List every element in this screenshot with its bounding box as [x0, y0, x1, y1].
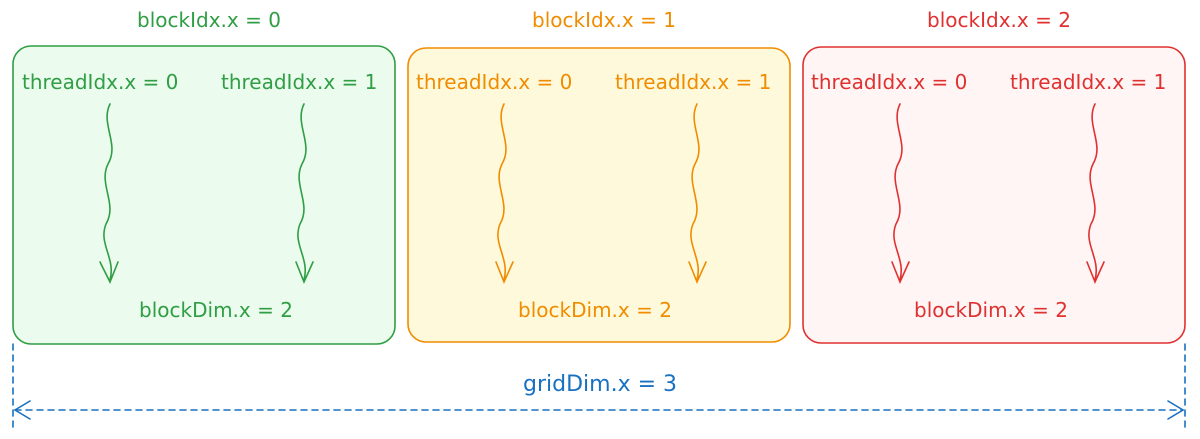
grid-dim-label: gridDim.x = 3: [523, 372, 677, 397]
block-0-title: blockIdx.x = 0: [137, 8, 281, 32]
block-2-thread-1-label: threadIdx.x = 1: [1010, 70, 1167, 94]
block-1-title: blockIdx.x = 1: [532, 8, 676, 32]
thread-arrow-b0-t1: [295, 103, 314, 285]
block-1-thread-0-label: threadIdx.x = 0: [416, 70, 573, 94]
block-0-thread-0-label: threadIdx.x = 0: [22, 70, 179, 94]
thread-arrow-b2-t1: [1086, 103, 1105, 285]
block-2-title: blockIdx.x = 2: [927, 8, 1071, 32]
grid-dim-arrowheads: [13, 400, 1185, 420]
grid-dim-arrow: [12, 343, 1186, 431]
thread-arrow-b2-t0: [891, 103, 910, 285]
block-0-dim-label: blockDim.x = 2: [139, 298, 293, 322]
block-2-thread-0-label: threadIdx.x = 0: [811, 70, 968, 94]
block-1-thread-1-label: threadIdx.x = 1: [615, 70, 772, 94]
thread-arrow-b1-t1: [688, 103, 707, 285]
block-2-dim-label: blockDim.x = 2: [914, 298, 1068, 322]
thread-arrow-b1-t0: [495, 103, 514, 285]
thread-arrow-b0-t0: [99, 103, 119, 284]
block-1-dim-label: blockDim.x = 2: [518, 298, 672, 322]
block-0-thread-1-label: threadIdx.x = 1: [221, 70, 378, 94]
